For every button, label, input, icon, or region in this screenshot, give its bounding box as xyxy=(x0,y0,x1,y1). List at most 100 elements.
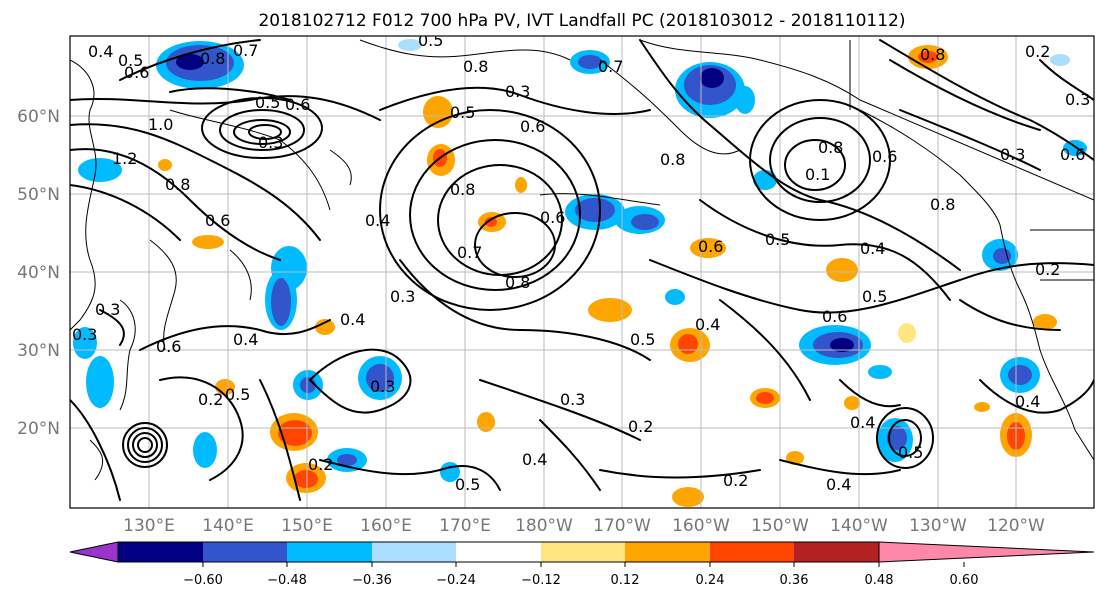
contour-label: 0.5 xyxy=(898,443,923,462)
lon-label: 170°W xyxy=(593,516,651,536)
contour-label: 0.4 xyxy=(860,239,885,258)
coastlines xyxy=(70,39,1094,481)
contour-label: 0.6 xyxy=(124,63,149,82)
colorbar-tick: 0.12 xyxy=(611,573,640,588)
lon-label: 180°W xyxy=(515,516,573,536)
contour-label: 1.0 xyxy=(148,115,173,134)
contour-label: 0.6 xyxy=(1060,145,1085,164)
colorbar-tick: −0.48 xyxy=(267,573,307,588)
colorbar-segment xyxy=(287,542,372,562)
contour-label: 0.5 xyxy=(418,31,443,50)
contour-label: 0.8 xyxy=(818,138,843,157)
contour-label: 0.5 xyxy=(255,93,280,112)
contour-label: 0.6 xyxy=(698,237,723,256)
contour-label: 0.1 xyxy=(805,165,830,184)
colorbar-tick: 0.24 xyxy=(696,573,725,588)
lat-label: 20°N xyxy=(17,419,60,439)
contour-label: 0.8 xyxy=(930,195,955,214)
colorbar-max-extend xyxy=(878,541,1095,563)
contour-label: 0.3 xyxy=(72,325,97,344)
contour-label: 0.2 xyxy=(723,471,748,490)
contour-label: 0.3 xyxy=(390,287,415,306)
contour-label: 0.3 xyxy=(370,377,395,396)
contour-label: 0.8 xyxy=(505,273,530,292)
contour-label: 0.3 xyxy=(1065,90,1090,109)
contour-label: 0.6 xyxy=(156,337,181,356)
colorbar-tick: −0.36 xyxy=(352,573,392,588)
colorbar-segment xyxy=(372,542,456,562)
contour-label: 0.8 xyxy=(450,180,475,199)
colorbar-tick: 0.48 xyxy=(865,573,894,588)
lon-label: 130°W xyxy=(909,516,967,536)
ivt-contours xyxy=(70,39,1094,501)
lon-label: 160°W xyxy=(672,516,730,536)
contour-label: 0.4 xyxy=(826,475,851,494)
contour-label: 0.6 xyxy=(822,307,847,326)
contour-label: 0.7 xyxy=(233,41,258,60)
contour-label: 0.5 xyxy=(630,330,655,349)
contour-label: 0.8 xyxy=(660,150,685,169)
pv-negative-shading xyxy=(73,39,1087,482)
colorbar-tick: −0.60 xyxy=(183,573,223,588)
contour-label: 0.3 xyxy=(1000,145,1025,164)
contour-label: 0.3 xyxy=(560,390,585,409)
contour-label: 0.6 xyxy=(205,211,230,230)
contour-label: 0.4 xyxy=(233,330,258,349)
colorbar-tick: −0.12 xyxy=(521,573,561,588)
contour-label: 0.2 xyxy=(1025,42,1050,61)
contour-label: 0.5 xyxy=(225,385,250,404)
contour-label: 0.6 xyxy=(540,208,565,227)
colorbar-outline xyxy=(117,541,880,563)
contour-label: 0.3 xyxy=(258,133,283,152)
contour-label: 0.4 xyxy=(522,450,547,469)
lon-label: 150°W xyxy=(751,516,809,536)
contour-label: 0.7 xyxy=(598,57,623,76)
contour-labels: 0.4 0.5 0.6 0.8 0.7 0.5 0.6 0.3 1.0 1.2 … xyxy=(72,31,1090,494)
contour-label: 0.2 xyxy=(628,417,653,436)
colorbar-segment xyxy=(118,542,203,562)
contour-label: 0.4 xyxy=(850,413,875,432)
contour-label: 0.5 xyxy=(862,287,887,306)
colorbar-tick: 0.60 xyxy=(950,573,979,588)
contour-label: 0.8 xyxy=(463,57,488,76)
colorbar-segment xyxy=(625,542,710,562)
lon-label: 130°E xyxy=(123,516,175,536)
lon-label: 140°E xyxy=(202,516,254,536)
colorbar-segment xyxy=(710,542,794,562)
contour-label: 0.5 xyxy=(118,51,143,70)
lat-label: 50°N xyxy=(17,185,60,205)
contour-label: 0.4 xyxy=(365,211,390,230)
colorbar-segment xyxy=(203,542,287,562)
contour-label: 0.4 xyxy=(340,310,365,329)
contour-label: 0.3 xyxy=(505,82,530,101)
lat-label: 30°N xyxy=(17,341,60,361)
contour-label: 0.2 xyxy=(308,455,333,474)
contour-label: 0.5 xyxy=(765,230,790,249)
latitude-labels: 60°N 50°N 40°N 30°N 20°N xyxy=(17,107,60,439)
colorbar-min-extend xyxy=(69,541,119,563)
contour-label: 0.4 xyxy=(88,42,113,61)
contour-label: 0.4 xyxy=(1015,392,1040,411)
contour-label: 0.2 xyxy=(198,390,223,409)
graticule xyxy=(70,36,1094,508)
lat-label: 40°N xyxy=(17,263,60,283)
contour-label: 0.8 xyxy=(165,175,190,194)
map-title: 2018102712 F012 700 hPa PV, IVT Landfall… xyxy=(258,11,905,31)
longitude-labels: 130°E 140°E 150°E 160°E 170°E 180°W 170°… xyxy=(123,516,1045,536)
contour-label: 0.6 xyxy=(285,95,310,114)
contour-label: 0.8 xyxy=(920,45,945,64)
colorbar-tick: −0.24 xyxy=(436,573,476,588)
contour-label: 0.3 xyxy=(95,300,120,319)
colorbar-segment xyxy=(794,542,879,562)
colorbar-segment xyxy=(541,542,625,562)
lon-label: 140°W xyxy=(830,516,888,536)
contour-label: 1.2 xyxy=(112,149,137,168)
contour-label: 0.8 xyxy=(200,49,225,68)
map-panel: 0.4 0.5 0.6 0.8 0.7 0.5 0.6 0.3 1.0 1.2 … xyxy=(69,31,1095,509)
contour-label: 0.7 xyxy=(457,243,482,262)
colorbar-segment xyxy=(456,542,541,562)
contour-label: 0.4 xyxy=(695,315,720,334)
contour-label: 0.5 xyxy=(455,475,480,494)
lon-label: 150°E xyxy=(281,516,333,536)
